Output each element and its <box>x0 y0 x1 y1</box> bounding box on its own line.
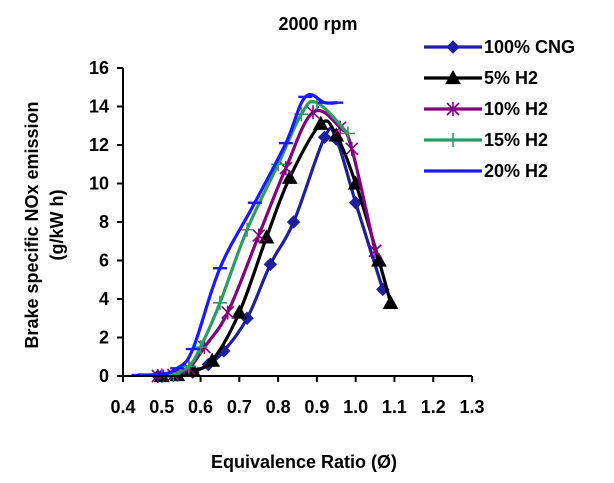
x-tick-label: 0.9 <box>304 397 329 417</box>
x-tick-label: 0.8 <box>266 397 291 417</box>
y-tick-label: 10 <box>89 174 109 194</box>
series-2 <box>153 115 399 383</box>
x-axis-label: Equivalence Ratio (Ø) <box>211 452 397 472</box>
y-tick-label: 6 <box>99 251 109 271</box>
legend-item: 100% CNG <box>424 37 575 57</box>
legend-marker <box>446 102 460 116</box>
legend-item: 20% H2 <box>424 161 548 181</box>
data-point <box>212 295 227 310</box>
data-point <box>312 115 329 130</box>
x-tick-label: 0.4 <box>110 397 135 417</box>
data-point <box>279 161 293 176</box>
data-point <box>286 215 301 229</box>
chart-title: 2000 rpm <box>278 14 357 34</box>
data-point <box>263 257 278 272</box>
data-point <box>240 222 255 237</box>
data-point <box>345 141 359 156</box>
legend-item: 5% H2 <box>424 68 538 88</box>
data-point <box>340 126 355 141</box>
series-3 <box>151 105 382 383</box>
x-tick-label: 0.7 <box>227 397 252 417</box>
legend-marker <box>445 69 461 85</box>
data-point <box>193 340 208 355</box>
legend-label: 10% H2 <box>484 99 548 119</box>
legend-marker <box>446 40 460 54</box>
data-point <box>231 304 248 319</box>
x-tick-labels: 0.4 0.5 0.6 0.7 0.8 0.9 1.0 1.1 1.2 1.3 <box>110 397 484 417</box>
y-tick-labels: 0 2 4 6 8 10 12 14 16 <box>89 58 109 386</box>
data-point <box>281 169 298 184</box>
x-tick-label: 1.1 <box>382 397 407 417</box>
legend-item: 15% H2 <box>424 130 548 150</box>
y-axis-label-group: Brake specific NOx emission (g/kW h) <box>22 101 67 348</box>
data-point <box>252 228 266 243</box>
data-point <box>317 130 332 145</box>
x-tick-label: 1.0 <box>343 397 368 417</box>
axes <box>117 67 473 382</box>
data-point <box>204 352 221 367</box>
legend-label: 5% H2 <box>484 68 538 88</box>
y-tick-label: 16 <box>89 58 109 78</box>
data-point <box>221 305 235 320</box>
series-line <box>160 99 350 378</box>
y-tick-label: 4 <box>99 289 109 309</box>
y-axis-label-line2: (g/kW h) <box>47 190 67 261</box>
data-point <box>368 243 382 258</box>
legend: 100% CNG 5% H2 10% H2 15% H2 20% H2 <box>424 37 575 181</box>
legend-item: 10% H2 <box>424 99 548 119</box>
series-layer <box>131 92 399 383</box>
series-1 <box>151 126 390 383</box>
x-tick-label: 0.6 <box>188 397 213 417</box>
legend-marker <box>446 133 460 147</box>
legend-label: 15% H2 <box>484 130 548 150</box>
y-tick-label: 8 <box>99 212 109 232</box>
x-tick-label: 0.5 <box>149 397 174 417</box>
y-tick-label: 14 <box>89 97 109 117</box>
data-point <box>371 252 387 267</box>
x-tick-label: 1.3 <box>459 397 484 417</box>
y-tick-label: 2 <box>99 328 109 348</box>
data-point <box>382 294 399 309</box>
y-tick-label: 0 <box>99 366 109 386</box>
y-tick-label: 12 <box>89 135 109 155</box>
data-point <box>181 359 196 374</box>
legend-label: 20% H2 <box>484 161 548 181</box>
x-tick-label: 1.2 <box>421 397 446 417</box>
y-axis-label-line1: Brake specific NOx emission <box>22 101 42 348</box>
series-line <box>136 92 338 377</box>
legend-label: 100% CNG <box>484 37 575 57</box>
